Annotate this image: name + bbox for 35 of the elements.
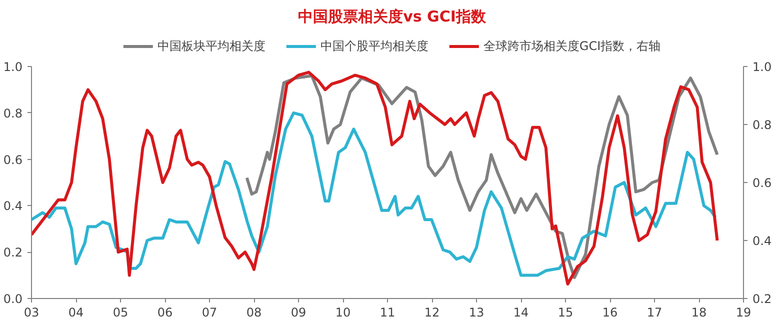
x-tick-label: 16	[602, 306, 618, 320]
x-tick-label: 18	[691, 306, 707, 320]
x-tick-label: 04	[68, 306, 84, 320]
y-tick-label: 0.8	[3, 106, 23, 120]
x-tick-label: 07	[202, 306, 218, 320]
y2-tick-label: 1.0	[752, 60, 772, 74]
y-tick-label: 1.0	[3, 60, 23, 74]
x-tick-label: 11	[380, 306, 396, 320]
line-series	[32, 70, 719, 286]
x-tick-label: 05	[112, 306, 128, 320]
y2-tick-label: 0.4	[752, 234, 772, 248]
y-tick-label: 0.6	[3, 152, 23, 167]
y2-tick-label: 0.6	[752, 176, 772, 190]
x-tick-label: 13	[468, 306, 484, 320]
x-tick-label: 14	[513, 306, 529, 320]
line-series	[245, 74, 719, 280]
legend-label: 中国板块平均相关度	[157, 38, 266, 54]
y-tick-label: 0.0	[3, 292, 23, 306]
x-tick-label: 17	[646, 306, 662, 320]
y-tick-label: 0.2	[3, 246, 23, 260]
y2-tick-label: 0.2	[752, 292, 772, 306]
x-tick-label: 06	[157, 306, 173, 320]
x-tick-label: 15	[558, 306, 574, 320]
y2-tick-label: 0.8	[752, 118, 772, 132]
chart-title: 中国股票相关度vs GCI指数	[298, 8, 487, 26]
x-tick-label: 08	[246, 306, 262, 320]
y-tick-label: 0.4	[3, 199, 23, 214]
x-tick-label: 09	[290, 306, 306, 320]
legend-label: 中国个股平均相关度	[320, 38, 428, 54]
x-tick-label: 12	[424, 306, 440, 320]
x-tick-label: 10	[335, 306, 351, 320]
x-tick-label: 03	[24, 306, 40, 320]
x-tick-label: 19	[736, 306, 752, 320]
legend-label: 全球跨市场相关度GCI指数，右轴	[483, 38, 661, 54]
line-series	[32, 111, 717, 277]
